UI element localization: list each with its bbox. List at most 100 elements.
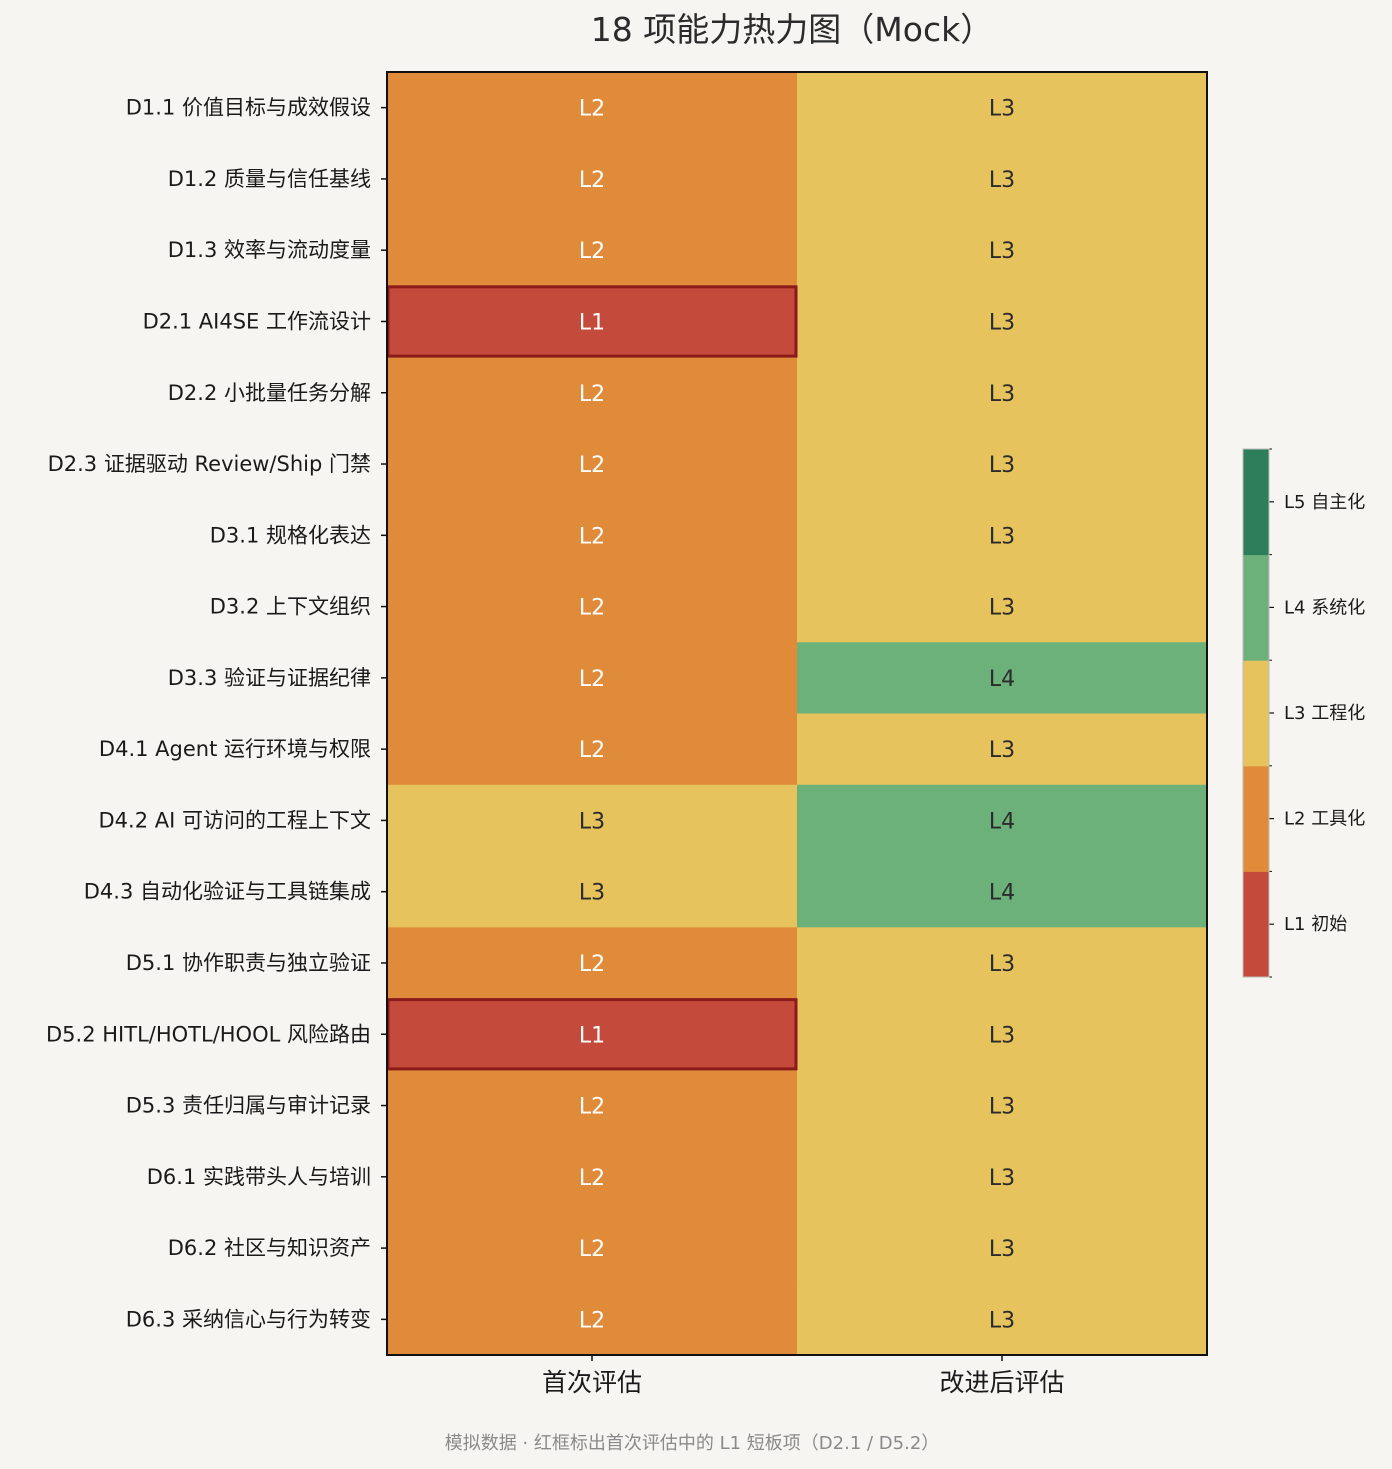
heatmap-cell — [387, 570, 798, 643]
heatmap-cell — [797, 642, 1208, 714]
heatmap-cell — [797, 214, 1208, 287]
colorbar-segment — [1243, 449, 1269, 556]
cell-label: L3 — [989, 524, 1015, 549]
heatmap-cell — [797, 570, 1208, 643]
heatmap-cell — [387, 72, 798, 144]
heatmap-cell — [797, 784, 1208, 857]
heatmap-cell — [797, 143, 1208, 216]
cell-label: L2 — [579, 97, 605, 122]
heatmap-cell — [387, 998, 798, 1071]
colorbar-label: L4 系统化 — [1284, 597, 1365, 618]
cell-label: L2 — [579, 524, 605, 549]
cell-label: L3 — [989, 1023, 1015, 1048]
colorbar-label: L3 工程化 — [1284, 703, 1365, 724]
footnote: 模拟数据 · 红框标出首次评估中的 L1 短板项（D2.1 / D5.2） — [445, 1433, 940, 1454]
cell-label: L3 — [989, 1237, 1015, 1262]
colorbar-segment — [1243, 660, 1269, 767]
cell-label: L1 — [579, 1023, 605, 1048]
cell-label: L3 — [989, 1095, 1015, 1120]
cell-label: L3 — [579, 809, 605, 834]
cell-label: L4 — [989, 667, 1015, 692]
chart-title: 18 项能力热力图（Mock） — [591, 10, 993, 49]
row-label: D3.2 上下文组织 — [210, 595, 371, 619]
heatmap-cell — [387, 856, 798, 928]
row-label: D4.3 自动化验证与工具链集成 — [84, 880, 371, 904]
heatmap-cells: L2 L3 L2 L3 L2 L3 L1 L3 L2 L3 L2 L3 L2 L3 L2 L3 L2 L4 L2 L3… — [387, 72, 1208, 1356]
colorbar-segment — [1243, 765, 1269, 872]
heatmap-cell — [797, 357, 1208, 429]
heatmap-cell — [797, 998, 1208, 1071]
cell-label: L3 — [579, 881, 605, 906]
cell-label: L3 — [989, 1166, 1015, 1191]
cell-label: L3 — [989, 453, 1015, 478]
cell-label: L2 — [579, 1308, 605, 1333]
row-label: D1.3 效率与流动度量 — [168, 238, 371, 262]
row-label: D3.1 规格化表达 — [210, 523, 371, 547]
column-label: 改进后评估 — [939, 1368, 1064, 1397]
cell-label: L3 — [989, 239, 1015, 264]
cell-label: L2 — [579, 1166, 605, 1191]
heatmap-cell — [387, 357, 798, 429]
cell-label: L3 — [989, 1308, 1015, 1333]
row-label: D3.3 验证与证据纪律 — [168, 666, 371, 690]
colorbar-label: L2 工具化 — [1284, 809, 1365, 830]
cell-label: L3 — [989, 952, 1015, 977]
heatmap-cell — [387, 143, 798, 216]
row-label: D2.3 证据驱动 Review/Ship 门禁 — [48, 452, 371, 476]
colorbar: L1 初始 L2 工具化 L3 工程化 L4 系统化 L5 自主化 — [1242, 448, 1365, 978]
row-label: D2.2 小批量任务分解 — [168, 381, 371, 405]
row-label: D5.2 HITL/HOTL/HOOL 风险路由 — [46, 1022, 371, 1046]
cell-label: L3 — [989, 738, 1015, 763]
cell-label: L2 — [579, 239, 605, 264]
heatmap-cell — [797, 927, 1208, 1000]
heatmap-cell — [797, 499, 1208, 572]
heatmap-cell — [387, 1141, 798, 1213]
heatmap-cell — [797, 713, 1208, 786]
heatmap-cell — [797, 72, 1208, 144]
heatmap-cell — [387, 428, 798, 501]
cell-label: L1 — [579, 310, 605, 335]
cell-label: L2 — [579, 596, 605, 621]
cell-label: L2 — [579, 667, 605, 692]
column-label: 首次评估 — [542, 1368, 642, 1397]
heatmap-cell — [797, 285, 1208, 358]
column-labels: 首次评估 改进后评估 — [542, 1355, 1065, 1397]
plot-frame — [386, 71, 1208, 1356]
heatmap-cell — [387, 214, 798, 287]
cell-label: L2 — [579, 382, 605, 407]
cell-label: L3 — [989, 310, 1015, 335]
cell-label: L2 — [579, 453, 605, 478]
heatmap-cell — [387, 1069, 798, 1142]
row-label: D6.2 社区与知识资产 — [168, 1236, 371, 1260]
heatmap-cell — [387, 499, 798, 572]
cell-label: L3 — [989, 596, 1015, 621]
colorbar-segment — [1243, 871, 1269, 978]
heatmap-cell — [797, 1283, 1208, 1356]
cell-label: L3 — [989, 168, 1015, 193]
heatmap-cell — [387, 642, 798, 714]
cell-label: L2 — [579, 952, 605, 977]
colorbar-segment — [1243, 554, 1269, 661]
heatmap-cell — [387, 1283, 798, 1356]
heatmap-cell — [797, 1069, 1208, 1142]
cell-label: L2 — [579, 1237, 605, 1262]
row-label: D5.1 协作职责与独立验证 — [126, 951, 371, 975]
colorbar-frame — [1242, 448, 1270, 978]
heatmap-cell — [797, 1212, 1208, 1285]
cell-label: L2 — [579, 168, 605, 193]
cell-label: L2 — [579, 1095, 605, 1120]
row-label: D1.2 质量与信任基线 — [168, 167, 371, 191]
heatmap-cell — [387, 784, 798, 857]
heatmap-cell — [387, 1212, 798, 1285]
heatmap-cell — [797, 428, 1208, 501]
heatmap-cell — [387, 713, 798, 786]
cell-label: L3 — [989, 97, 1015, 122]
cell-label: L3 — [989, 382, 1015, 407]
cell-label: L4 — [989, 809, 1015, 834]
row-label: D6.1 实践带头人与培训 — [147, 1165, 371, 1189]
cell-label: L4 — [989, 881, 1015, 906]
heatmap-cell — [797, 1141, 1208, 1213]
row-labels: D1.1 价值目标与成效假设 D1.2 质量与信任基线 D1.3 效率与流动度量 D2… — [46, 96, 387, 1331]
row-label: D6.3 采纳信心与行为转变 — [126, 1307, 371, 1331]
row-label: D4.1 Agent 运行环境与权限 — [99, 737, 371, 761]
